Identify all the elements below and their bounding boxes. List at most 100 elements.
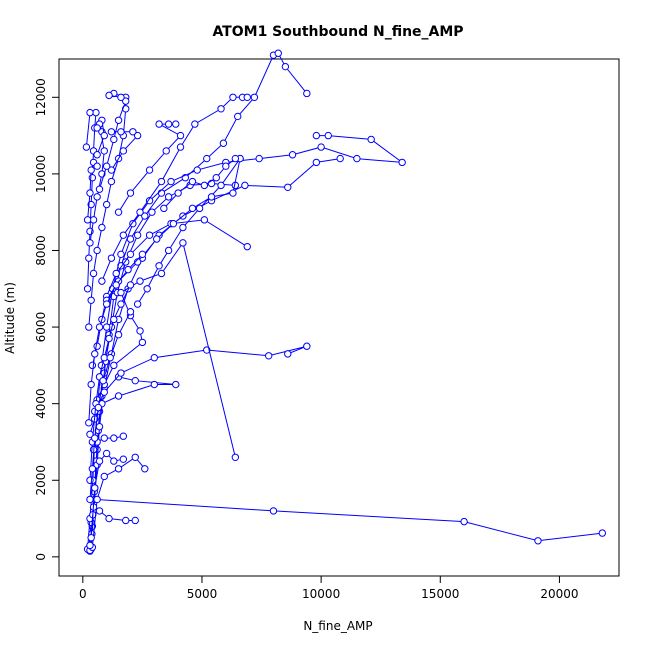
- data-point: [136, 208, 144, 216]
- x-tick-label: 10000: [302, 587, 340, 601]
- data-point: [265, 352, 273, 360]
- data-point: [98, 223, 106, 232]
- data-point: [324, 131, 332, 140]
- data-point: [145, 196, 154, 205]
- data-point: [231, 154, 240, 163]
- data-point: [112, 269, 120, 278]
- y-tick-label: 0: [34, 553, 48, 561]
- data-point: [114, 331, 123, 339]
- data-point: [119, 432, 128, 440]
- data-point: [86, 476, 94, 484]
- data-point: [133, 131, 142, 140]
- y-tick-label: 12000: [34, 78, 48, 116]
- data-point: [100, 147, 108, 155]
- y-tick-label: 10000: [34, 155, 48, 193]
- data-point: [222, 162, 230, 170]
- data-point: [133, 231, 142, 239]
- data-point: [281, 62, 290, 71]
- data-point: [145, 231, 154, 239]
- y-tick-label: 6000: [34, 312, 48, 343]
- chart-title: ATOM1 Southbound N_fine_AMP: [212, 24, 463, 40]
- data-point: [83, 285, 92, 293]
- data-point: [106, 354, 114, 362]
- series-line: [94, 345, 308, 412]
- data-point: [107, 177, 116, 186]
- data-point: [107, 254, 116, 262]
- data-point: [95, 323, 104, 331]
- data-point: [312, 158, 321, 167]
- data-point: [114, 116, 123, 124]
- series-line: [87, 135, 404, 550]
- data-point: [110, 315, 118, 324]
- data-point: [164, 193, 173, 201]
- data-point: [105, 334, 113, 343]
- x-tick-label: 20000: [540, 587, 578, 601]
- data-point: [100, 131, 108, 140]
- data-point: [138, 250, 147, 259]
- data-point: [243, 242, 251, 251]
- data-point: [87, 534, 95, 542]
- data-point: [219, 139, 228, 147]
- data-point: [150, 380, 159, 389]
- data-point: [229, 93, 237, 101]
- data-point: [95, 185, 104, 193]
- y-axis-label: Altitude (m): [3, 282, 17, 354]
- data-point: [107, 166, 116, 174]
- data-point: [102, 300, 111, 308]
- data-point: [288, 151, 297, 159]
- data-point: [99, 376, 107, 385]
- y-tick-label: 2000: [34, 465, 48, 496]
- data-point: [114, 465, 123, 473]
- data-point: [207, 193, 216, 201]
- data-point: [534, 537, 542, 545]
- data-point: [112, 281, 120, 289]
- data-point: [176, 131, 185, 140]
- data-point: [169, 219, 178, 228]
- data-point: [93, 151, 101, 159]
- data-point: [460, 517, 468, 526]
- data-point: [117, 288, 125, 297]
- data-point: [86, 541, 94, 550]
- data-point: [138, 338, 147, 347]
- data-point: [93, 162, 101, 170]
- data-point: [100, 354, 108, 362]
- data-point: [88, 361, 97, 370]
- series-line: [137, 158, 241, 305]
- data-point: [164, 120, 173, 128]
- data-point: [255, 154, 263, 163]
- data-point: [195, 204, 204, 213]
- data-point: [85, 323, 93, 331]
- data-point: [143, 285, 151, 293]
- data-point: [126, 308, 135, 316]
- data-point: [105, 514, 113, 523]
- data-point: [93, 495, 101, 504]
- data-point: [172, 120, 180, 128]
- data-point: [141, 212, 149, 220]
- data-point: [85, 254, 93, 262]
- x-axis-label: N_fine_AMP: [303, 619, 372, 633]
- data-point: [114, 392, 123, 400]
- data-point: [129, 219, 137, 228]
- data-point: [89, 216, 98, 224]
- y-tick-label: 8000: [34, 235, 48, 266]
- data-point: [353, 154, 361, 163]
- data-point: [131, 376, 139, 385]
- data-point: [105, 91, 113, 100]
- data-point: [157, 269, 166, 278]
- data-point: [100, 434, 108, 442]
- data-point: [93, 342, 101, 350]
- x-tick-label: 5000: [187, 587, 218, 601]
- data-point: [155, 120, 163, 128]
- series-line: [85, 112, 97, 289]
- data-point: [119, 455, 128, 463]
- data-point: [167, 177, 175, 186]
- data-point: [117, 93, 125, 101]
- data-point: [89, 269, 98, 278]
- data-point: [110, 434, 118, 442]
- data-point: [312, 131, 321, 140]
- data-point: [160, 204, 168, 213]
- data-point: [188, 204, 197, 213]
- data-point: [303, 342, 311, 350]
- data-point: [102, 449, 111, 458]
